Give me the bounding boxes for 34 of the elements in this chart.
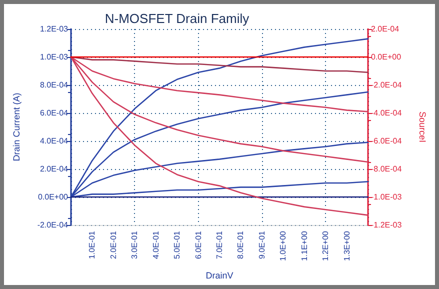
y-tick-label: 1.0E-03 xyxy=(40,52,69,62)
x-tick-label: 1.0E+00 xyxy=(278,230,288,262)
y-tick-label: 8.0E-04 xyxy=(40,80,69,90)
x-tick-label: 2.0E-01 xyxy=(108,230,118,260)
y2-tick-label: -1.0E-03 xyxy=(371,192,402,202)
x-tick-label: 4.0E-01 xyxy=(151,230,160,260)
x-tick-label: 1.1E+00 xyxy=(300,230,309,262)
x-tick-label: 3.0E-01 xyxy=(130,230,140,260)
x-tick-label: 1.0E-01 xyxy=(88,230,97,260)
y2-tick-label: -6.0E-04 xyxy=(371,136,402,146)
y2-axis-title: SourceI xyxy=(418,111,428,143)
y2-tick-label: -2.0E-04 xyxy=(371,80,402,90)
y-tick-label: 0.0E+00 xyxy=(38,192,69,202)
x-tick-label: 1.3E+00 xyxy=(342,230,352,262)
y2-tick-label: 0.0E+00 xyxy=(371,52,402,62)
x-tick-label: 8.0E-01 xyxy=(236,230,246,260)
y2-tick-label: 2.0E-04 xyxy=(371,24,400,34)
x-tick-label: 9.0E-01 xyxy=(257,230,266,260)
y2-tick-label: -4.0E-04 xyxy=(371,108,402,118)
y2-tick-label: -8.0E-04 xyxy=(371,164,402,174)
y-tick-label: 6.0E-04 xyxy=(40,108,69,118)
y-tick-label: -2.0E-04 xyxy=(37,220,69,230)
x-tick-label: 7.0E-01 xyxy=(215,230,224,260)
x-tick-label: 5.0E-01 xyxy=(172,230,182,260)
x-tick-label: 1.2E+00 xyxy=(321,230,330,262)
y-axis-title: Drain Current (A) xyxy=(12,92,22,162)
y-tick-label: 4.0E-04 xyxy=(40,136,69,146)
y2-tick-label: -1.2E-03 xyxy=(371,220,402,230)
chart-title: N-MOSFET Drain Family xyxy=(104,11,250,26)
y-tick-label: 1.2E-03 xyxy=(40,24,69,34)
y-tick-label: 2.0E-04 xyxy=(40,164,69,174)
x-axis-title: DrainV xyxy=(206,270,234,280)
line-series xyxy=(70,56,369,74)
x-tick-label: 6.0E-01 xyxy=(194,230,203,260)
